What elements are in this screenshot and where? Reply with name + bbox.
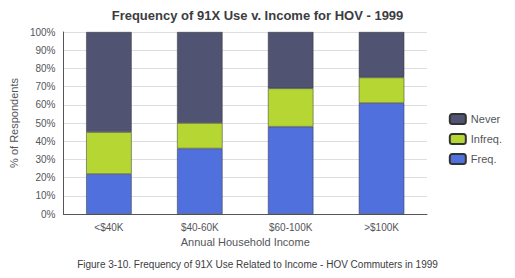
svg-text:Never: Never [471,113,501,125]
svg-text:70%: 70% [35,81,55,92]
svg-text:10%: 10% [35,190,55,201]
svg-text:20%: 20% [35,172,55,183]
svg-text:80%: 80% [35,63,55,74]
svg-text:60%: 60% [35,99,55,110]
svg-text:% of Respondents: % of Respondents [8,78,20,168]
svg-text:>$100K: >$100K [364,222,399,233]
svg-text:40%: 40% [35,136,55,147]
svg-text:100%: 100% [30,27,56,38]
svg-text:Frequency of 91X Use v. Income: Frequency of 91X Use v. Income for HOV -… [112,8,404,23]
svg-text:0%: 0% [41,209,56,220]
svg-text:<$40K: <$40K [94,222,124,233]
svg-text:30%: 30% [35,154,55,165]
svg-text:Infreq.: Infreq. [471,133,502,145]
svg-text:Figure 3-10. Frequency of 91X: Figure 3-10. Frequency of 91X Use Relate… [77,259,438,270]
svg-text:$60-100K: $60-100K [269,222,313,233]
svg-text:90%: 90% [35,45,55,56]
svg-text:Annual Household Income: Annual Household Income [181,236,310,248]
svg-text:50%: 50% [35,118,55,129]
svg-text:Freq.: Freq. [471,153,497,165]
svg-text:$40-60K: $40-60K [181,222,219,233]
